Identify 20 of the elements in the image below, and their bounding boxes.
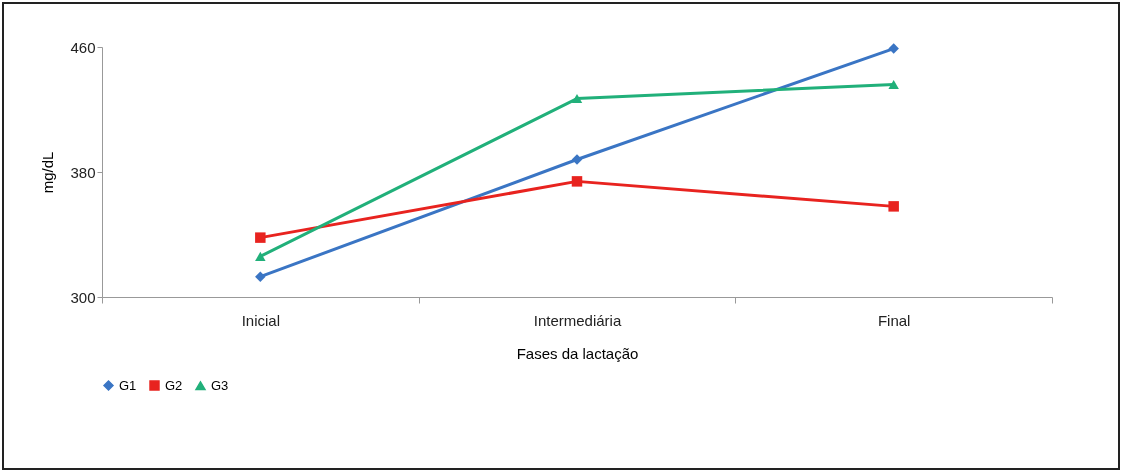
legend-label: G2 bbox=[165, 377, 183, 393]
point bbox=[888, 43, 899, 54]
x-tick-label: Final bbox=[877, 311, 911, 329]
point bbox=[255, 271, 266, 282]
legend-label: G3 bbox=[211, 377, 229, 393]
point bbox=[255, 251, 266, 261]
x-tick-label: Intermediária bbox=[533, 311, 622, 329]
x-tick-label: Inicial bbox=[241, 311, 281, 329]
point bbox=[255, 232, 266, 243]
point bbox=[571, 176, 583, 187]
x-axis-title: Fases da lactação bbox=[516, 344, 639, 362]
point bbox=[888, 79, 899, 90]
legend-label: G1 bbox=[119, 377, 137, 393]
y-axis-title: mg/dL bbox=[39, 151, 57, 194]
y-tick-label: 380 bbox=[70, 163, 96, 181]
y-tick-label: 300 bbox=[70, 288, 96, 306]
point bbox=[888, 201, 899, 212]
point bbox=[571, 94, 583, 104]
point bbox=[571, 154, 583, 165]
y-tick-label: 460 bbox=[70, 38, 96, 56]
